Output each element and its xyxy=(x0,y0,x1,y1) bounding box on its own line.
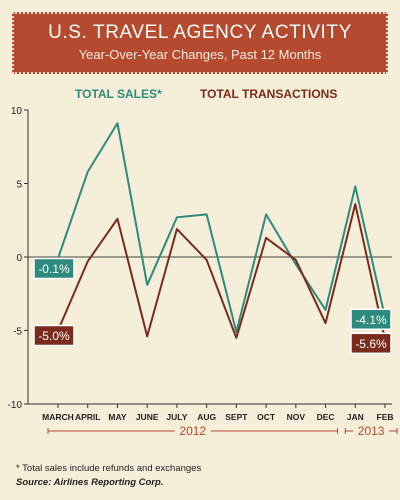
x-axis-labels: MARCH APRIL MAY JUNE JULY AUG SEPT OCT NOV DEC JAN… xyxy=(42,412,393,422)
y-tick-label: 0 xyxy=(16,253,22,264)
footer: * Total sales include refunds and exchan… xyxy=(16,462,201,490)
x-tick-label: MARCH xyxy=(42,412,74,422)
year-label: 2013 xyxy=(358,424,385,438)
end-labels: -0.1% -5.0% -4.1% -5.6% xyxy=(33,257,392,355)
year-label: 2012 xyxy=(179,424,206,438)
title-banner: U.S. TRAVEL AGENCY ACTIVITY Year-Over-Ye… xyxy=(12,12,388,74)
series-lines xyxy=(57,122,386,340)
sales-end-label: -4.1% xyxy=(355,313,387,327)
sales-start-label: -0.1% xyxy=(38,262,70,276)
transactions-start-label: -5.0% xyxy=(38,329,70,343)
x-tick-label: SEPT xyxy=(225,412,248,422)
x-tick-label: JUNE xyxy=(136,412,159,422)
x-tick-label: OCT xyxy=(257,412,276,422)
chart-subtitle: Year-Over-Year Changes, Past 12 Months xyxy=(78,47,322,62)
sales-end-label-box xyxy=(350,308,392,331)
y-tick-label: 10 xyxy=(11,106,23,117)
x-tick-label: AUG xyxy=(197,412,216,422)
y-tick-label: 5 xyxy=(16,180,22,191)
transactions-end-label: -5.6% xyxy=(355,337,387,351)
y-tick-label: -5 xyxy=(13,327,22,338)
x-tick-label: JULY xyxy=(166,412,187,422)
legend-total-transactions: TOTAL TRANSACTIONS xyxy=(200,87,337,101)
x-tick-label: DEC xyxy=(317,412,335,422)
x-tick-label: FEB xyxy=(377,412,394,422)
footnote: * Total sales include refunds and exchan… xyxy=(16,463,202,474)
year-labels: 2012 2013 xyxy=(47,424,398,438)
x-tick-label: NOV xyxy=(287,412,306,422)
transactions-start-label-box xyxy=(33,324,75,347)
sales-start-label-box xyxy=(33,257,75,280)
x-tick-label: JAN xyxy=(347,412,364,422)
y-tick-label: -10 xyxy=(8,400,23,411)
x-tick-label: APRIL xyxy=(75,412,101,422)
source-note: Source: Airlines Reporting Corp. xyxy=(16,477,164,488)
line-chart: TOTAL SALES* TOTAL TRANSACTIONS 10 5 0 -5 -1… xyxy=(8,87,398,438)
transactions-end-label-box xyxy=(350,332,392,355)
chart-title: U.S. TRAVEL AGENCY ACTIVITY xyxy=(48,22,352,43)
series-line-total-transactions xyxy=(57,203,386,340)
chart-axes: 10 5 0 -5 -10 xyxy=(8,106,392,411)
series-line-total-sales xyxy=(57,122,386,333)
x-tick-label: MAY xyxy=(108,412,126,422)
legend-total-sales: TOTAL SALES* xyxy=(75,87,162,101)
